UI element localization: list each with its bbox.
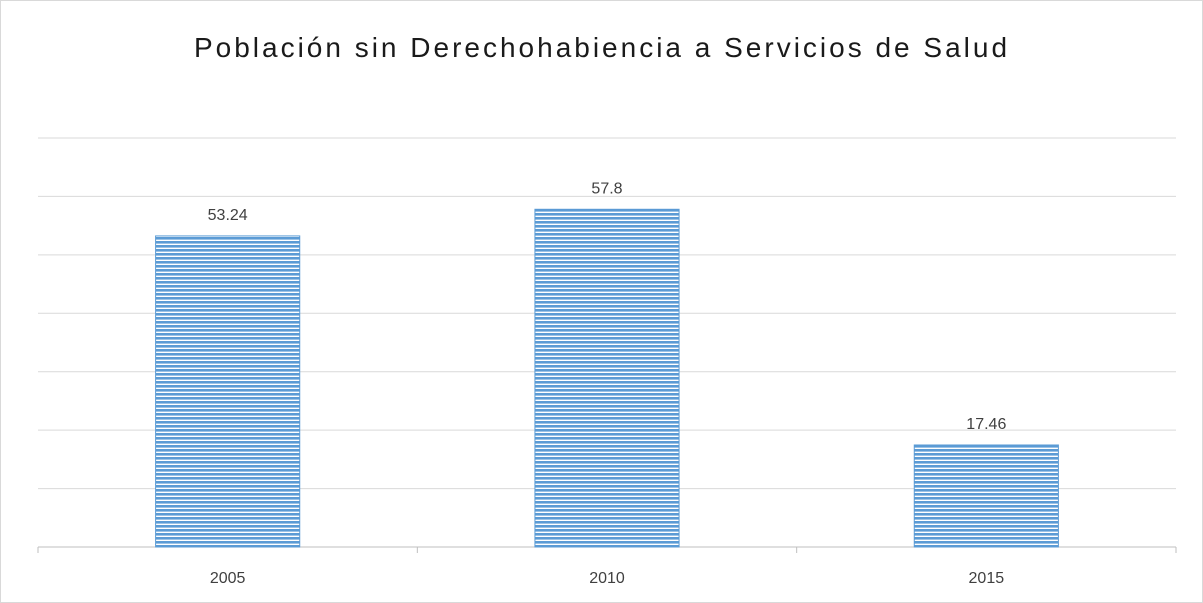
bar [913, 444, 1059, 548]
data-label: 17.46 [966, 416, 1006, 433]
x-tick-label: 2005 [210, 570, 246, 587]
x-tick-label: 2010 [589, 570, 625, 587]
chart-title: Población sin Derechohabiencia a Servici… [193, 32, 1011, 63]
data-label: 53.24 [208, 207, 248, 224]
bar [155, 235, 301, 548]
data-label: 57.8 [591, 180, 622, 197]
x-tick-label: 2015 [969, 570, 1005, 587]
bar [534, 208, 680, 548]
